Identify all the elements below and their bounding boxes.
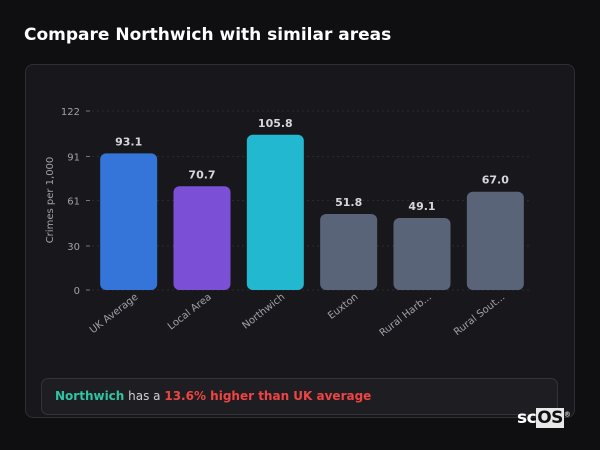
page-title: Compare Northwich with similar areas (24, 25, 392, 45)
summary-text: has a (124, 389, 165, 403)
bar-5 (466, 191, 524, 290)
comparison-summary: Northwich has a 13.6% higher than UK ave… (41, 378, 558, 415)
y-tick-label: 91 (67, 152, 80, 163)
bar-1 (173, 186, 231, 290)
summary-area: Northwich (55, 389, 125, 403)
x-tick-label: Rural Sout... (452, 292, 507, 338)
y-tick-label: 30 (67, 242, 80, 253)
summary-comparison: 13.6% higher than UK average (164, 389, 372, 403)
bar-0 (100, 153, 158, 290)
bar-3 (320, 213, 378, 290)
data-label: 93.1 (115, 135, 142, 148)
x-tick-label: UK Average (88, 292, 141, 336)
x-tick-label: Local Area (166, 292, 214, 333)
scos-logo: scOS® (517, 408, 571, 428)
data-label: 70.7 (188, 168, 215, 181)
y-tick-label: 61 (67, 197, 80, 208)
bar-2 (246, 134, 304, 290)
x-tick-label: Euxton (326, 292, 360, 322)
data-label: 49.1 (408, 200, 435, 213)
y-tick-label: 122 (61, 107, 80, 118)
bar-4 (393, 217, 451, 290)
y-axis-label: Crimes per 1,000 (45, 157, 56, 244)
data-label: 67.0 (482, 174, 509, 187)
y-tick-label: 0 (74, 286, 80, 297)
x-tick-label: Northwich (240, 292, 287, 332)
x-tick-label: Rural Harb... (378, 292, 434, 339)
data-label: 105.8 (258, 117, 293, 130)
data-label: 51.8 (335, 196, 362, 209)
